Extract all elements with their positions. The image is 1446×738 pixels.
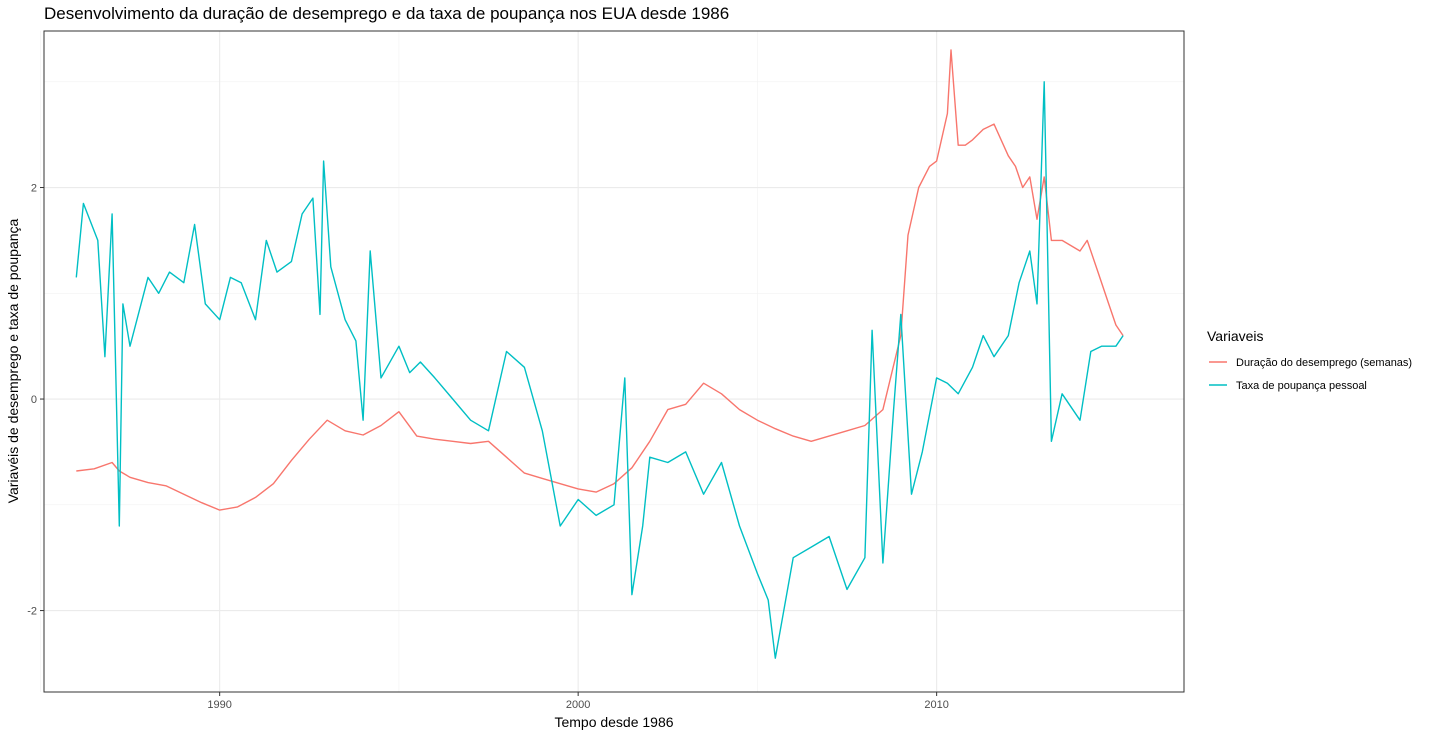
y-tick-label: 0 xyxy=(31,394,37,406)
x-tick-label: 2010 xyxy=(924,699,948,711)
plot-panel-border xyxy=(43,30,1185,693)
legend-item-2: Taxa de poupança pessoal xyxy=(1209,380,1367,392)
y-axis: -2 0 2 xyxy=(27,183,44,618)
legend-label-2: Taxa de poupança pessoal xyxy=(1236,380,1367,392)
x-tick-label: 2000 xyxy=(566,699,590,711)
major-gridlines xyxy=(44,31,1184,692)
series-line-2 xyxy=(75,81,1124,659)
series-lines xyxy=(75,49,1124,659)
minor-gridlines xyxy=(40,31,1184,692)
x-axis: 1990 2000 2010 xyxy=(207,692,949,711)
chart-title: Desenvolvimento da duração de desemprego… xyxy=(44,4,730,23)
legend-item-1: Duração do desemprego (semanas) xyxy=(1209,357,1412,369)
y-tick-label: -2 xyxy=(27,606,37,618)
legend-label-1: Duração do desemprego (semanas) xyxy=(1236,357,1412,369)
series-line-1 xyxy=(76,49,1124,511)
x-tick-label: 1990 xyxy=(207,699,231,711)
x-axis-title: Tempo desde 1986 xyxy=(554,714,673,730)
legend-title: Variaveis xyxy=(1207,328,1264,344)
y-axis-title: Variavéis de desemprego e taxa de poupan… xyxy=(5,218,21,503)
y-tick-label: 2 xyxy=(31,183,37,195)
legend: Variaveis Duração do desemprego (semanas… xyxy=(1207,328,1412,392)
